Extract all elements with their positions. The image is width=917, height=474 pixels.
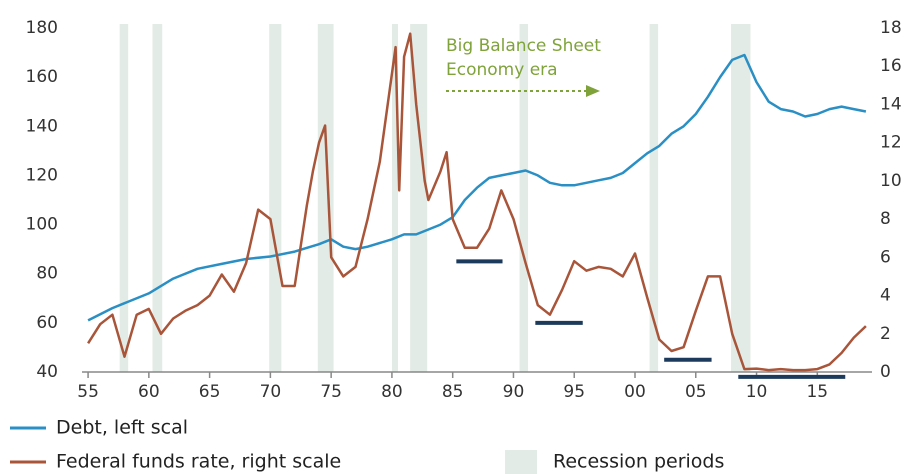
recession-band bbox=[317, 24, 334, 372]
series-line bbox=[87, 32, 867, 372]
legend-label: Federal funds rate, right scale bbox=[56, 451, 341, 473]
x-tick-label: 15 bbox=[806, 382, 828, 402]
annotation: Big Balance Sheet Economy era bbox=[446, 36, 601, 97]
y-tick-label: 120 bbox=[26, 165, 58, 185]
recession-band bbox=[269, 24, 282, 372]
y2-tick-label: 8 bbox=[880, 209, 891, 229]
y2-tick-label: 6 bbox=[880, 247, 891, 267]
y2-tick-label: 2 bbox=[880, 324, 891, 344]
y2-tick-label: 12 bbox=[880, 133, 902, 153]
recession-band bbox=[410, 24, 428, 372]
recession-band bbox=[119, 24, 129, 372]
y-tick-label: 140 bbox=[26, 116, 58, 136]
y2-tick-label: 18 bbox=[880, 18, 902, 38]
x-tick-label: 70 bbox=[260, 382, 282, 402]
y-tick-label: 60 bbox=[36, 313, 58, 333]
y-tick-label: 100 bbox=[26, 215, 58, 235]
x-tick-label: 55 bbox=[77, 382, 99, 402]
x-tick-label: 80 bbox=[381, 382, 403, 402]
legend-label: Debt, left scal bbox=[56, 417, 188, 439]
x-tick-label: 60 bbox=[138, 382, 160, 402]
x-tick-label: 00 bbox=[624, 382, 646, 402]
recession-band bbox=[649, 24, 659, 372]
y2-tick-label: 0 bbox=[880, 362, 891, 382]
series-line bbox=[87, 53, 867, 322]
recession-band bbox=[519, 24, 529, 372]
x-tick-label: 95 bbox=[563, 382, 585, 402]
recession-band bbox=[391, 24, 398, 372]
annotation-line: Big Balance Sheet bbox=[446, 36, 601, 56]
y2-tick-label: 4 bbox=[880, 286, 891, 306]
recession-band bbox=[731, 24, 751, 372]
y2-tick-label: 16 bbox=[880, 56, 902, 76]
annotation-arrowhead bbox=[586, 85, 600, 97]
x-tick-label: 75 bbox=[320, 382, 342, 402]
x-tick-label: 90 bbox=[503, 382, 525, 402]
x-tick-label: 05 bbox=[685, 382, 707, 402]
y-tick-label: 80 bbox=[36, 264, 58, 284]
y2-tick-label: 14 bbox=[880, 94, 902, 114]
y-tick-label: 40 bbox=[36, 362, 58, 382]
legend-label: Recession periods bbox=[553, 451, 724, 473]
recession-band bbox=[152, 24, 163, 372]
x-tick-label: 65 bbox=[199, 382, 221, 402]
annotation-line: Economy era bbox=[446, 60, 558, 80]
x-tick-label: 10 bbox=[746, 382, 768, 402]
legend-swatch bbox=[505, 450, 537, 474]
y-tick-label: 180 bbox=[26, 18, 58, 38]
x-tick-label: 85 bbox=[442, 382, 464, 402]
y2-tick-label: 10 bbox=[880, 171, 902, 191]
y-tick-label: 160 bbox=[26, 67, 58, 87]
